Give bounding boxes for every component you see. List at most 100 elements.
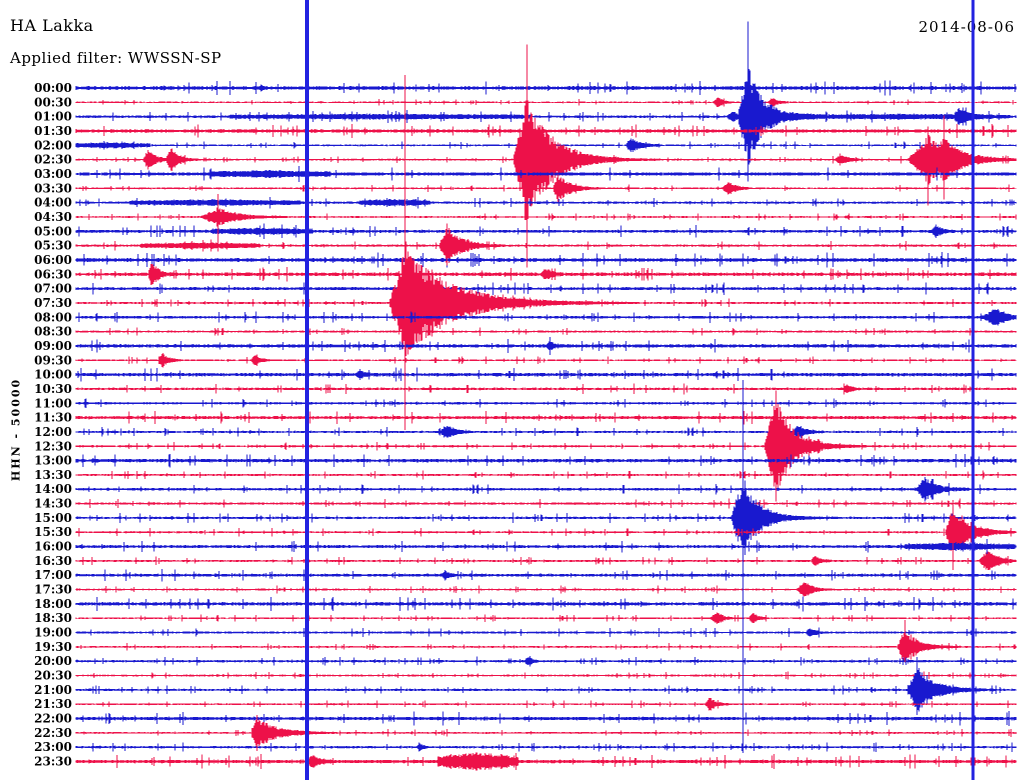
trace-03:00 (75, 165, 1017, 183)
filter-label: Applied filter: WWSSN-SP (10, 49, 222, 67)
time-label-15:00: 15:00 (34, 511, 72, 525)
date-label: 2014-08-06 (918, 18, 1015, 36)
time-label-03:00: 03:00 (34, 167, 72, 181)
trace-15:00 (75, 480, 1017, 556)
time-label-07:30: 07:30 (34, 296, 72, 310)
trace-12:00 (75, 426, 1017, 438)
time-label-05:00: 05:00 (34, 224, 72, 238)
trace-06:30 (75, 263, 1017, 285)
time-label-08:30: 08:30 (34, 325, 72, 339)
time-label-10:00: 10:00 (34, 368, 72, 382)
time-label-12:30: 12:30 (34, 439, 72, 453)
time-label-20:00: 20:00 (34, 654, 72, 668)
trace-17:30 (75, 582, 1017, 597)
time-label-07:00: 07:00 (34, 282, 72, 296)
time-label-10:30: 10:30 (34, 382, 72, 396)
time-label-18:30: 18:30 (34, 611, 72, 625)
trace-19:00 (75, 627, 1017, 638)
trace-02:30 (75, 100, 1017, 219)
time-label-18:00: 18:00 (34, 597, 72, 611)
trace-20:30 (75, 671, 1017, 680)
trace-13:00 (75, 453, 1017, 468)
trace-00:30 (75, 97, 1017, 108)
time-label-17:30: 17:30 (34, 583, 72, 597)
time-label-02:00: 02:00 (34, 138, 72, 152)
trace-15:30 (75, 512, 1017, 552)
trace-02:00 (75, 138, 1017, 152)
time-label-22:30: 22:30 (34, 726, 72, 740)
trace-11:00 (75, 398, 1017, 409)
trace-22:00 (75, 711, 1017, 726)
time-label-22:00: 22:00 (34, 712, 72, 726)
time-label-23:00: 23:00 (34, 740, 72, 754)
trace-21:00 (75, 668, 1017, 712)
trace-00:00 (75, 80, 1017, 96)
time-label-02:30: 02:30 (34, 153, 72, 167)
time-label-08:00: 08:00 (34, 310, 72, 324)
time-label-15:30: 15:30 (34, 525, 72, 539)
trace-11:30 (75, 410, 1017, 425)
time-label-09:30: 09:30 (34, 353, 72, 367)
trace-23:30 (75, 752, 1017, 771)
trace-07:00 (75, 282, 1017, 295)
time-label-17:00: 17:00 (34, 568, 72, 582)
time-label-23:30: 23:30 (34, 755, 72, 769)
time-label-01:00: 01:00 (34, 110, 72, 124)
station-title: HA Lakka (10, 16, 94, 35)
trace-09:30 (75, 353, 1017, 368)
time-label-06:30: 06:30 (34, 267, 72, 281)
trace-05:30 (75, 228, 1017, 264)
trace-07:30 (75, 250, 1017, 356)
trace-05:00 (75, 223, 1017, 239)
trace-14:00 (75, 476, 1017, 502)
trace-23:00 (75, 742, 1017, 753)
trace-18:00 (75, 596, 1017, 612)
trace-17:00 (75, 569, 1017, 582)
time-label-16:00: 16:00 (34, 540, 72, 554)
trace-06:00 (75, 252, 1017, 268)
trace-12:30 (75, 403, 1017, 489)
channel-axis-label: HHN - 50000 (9, 377, 23, 482)
time-label-05:30: 05:30 (34, 239, 72, 253)
time-label-14:00: 14:00 (34, 482, 72, 496)
time-label-06:00: 06:00 (34, 253, 72, 267)
trace-01:00 (75, 69, 1017, 165)
trace-19:30 (75, 633, 1017, 661)
time-label-19:00: 19:00 (34, 626, 72, 640)
trace-16:30 (75, 551, 1017, 571)
time-label-11:00: 11:00 (34, 396, 72, 410)
time-label-16:30: 16:30 (34, 554, 72, 568)
trace-18:30 (75, 612, 1017, 625)
trace-16:00 (75, 539, 1017, 555)
trace-04:30 (75, 207, 1017, 227)
time-label-01:30: 01:30 (34, 124, 72, 138)
time-label-11:30: 11:30 (34, 411, 72, 425)
trace-04:00 (75, 197, 1017, 209)
time-label-04:30: 04:30 (34, 210, 72, 224)
time-label-12:00: 12:00 (34, 425, 72, 439)
trace-03:30 (75, 174, 1017, 202)
time-label-03:30: 03:30 (34, 181, 72, 195)
trace-08:30 (75, 327, 1017, 336)
trace-08:00 (75, 308, 1017, 326)
time-label-13:30: 13:30 (34, 468, 72, 482)
time-label-00:30: 00:30 (34, 95, 72, 109)
time-label-04:00: 04:00 (34, 196, 72, 210)
time-label-19:30: 19:30 (34, 640, 72, 654)
trace-22:30 (75, 719, 1017, 746)
time-label-00:00: 00:00 (34, 81, 72, 95)
time-label-21:30: 21:30 (34, 697, 72, 711)
time-label-21:00: 21:00 (34, 683, 72, 697)
trace-14:30 (75, 498, 1017, 509)
trace-01:30 (75, 124, 1017, 138)
trace-21:30 (75, 697, 1017, 711)
trace-10:00 (75, 367, 1017, 382)
trace-10:30 (75, 383, 1017, 395)
time-label-14:30: 14:30 (34, 497, 72, 511)
time-label-09:00: 09:00 (34, 339, 72, 353)
trace-20:00 (75, 655, 1017, 667)
time-label-13:00: 13:00 (34, 454, 72, 468)
trace-09:00 (75, 337, 1017, 355)
